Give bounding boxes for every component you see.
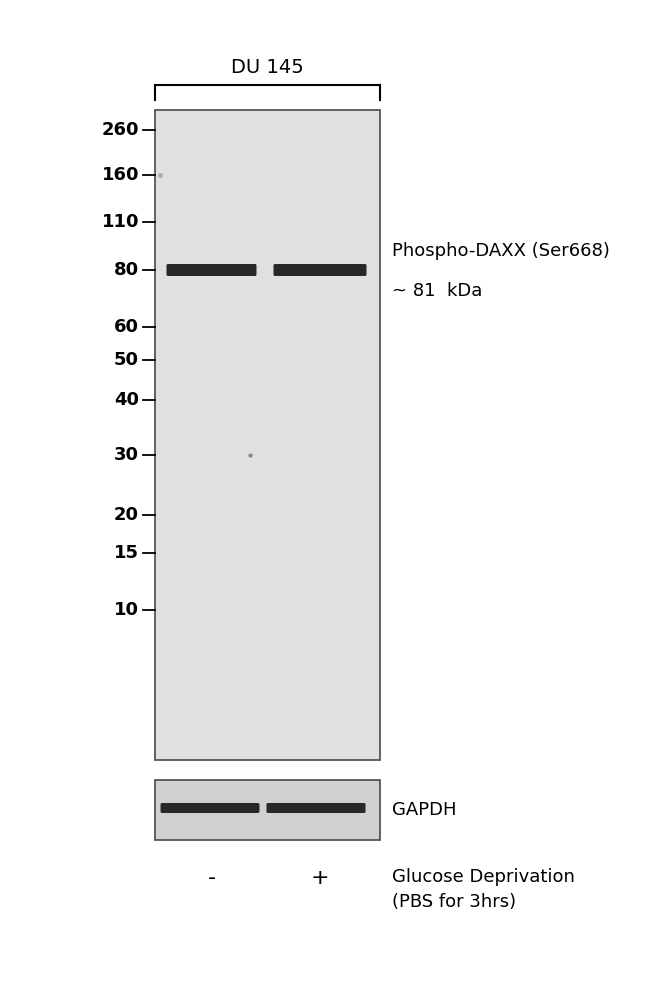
- Text: 40: 40: [114, 391, 139, 409]
- Text: Glucose Deprivation
(PBS for 3hrs): Glucose Deprivation (PBS for 3hrs): [392, 868, 575, 911]
- FancyBboxPatch shape: [166, 264, 257, 276]
- Text: GAPDH: GAPDH: [392, 801, 456, 819]
- Text: 30: 30: [114, 446, 139, 464]
- Text: 50: 50: [114, 351, 139, 369]
- FancyBboxPatch shape: [161, 803, 259, 813]
- Text: 20: 20: [114, 506, 139, 524]
- Text: -: -: [207, 868, 216, 888]
- Text: 10: 10: [114, 601, 139, 619]
- Text: 15: 15: [114, 544, 139, 562]
- Text: 160: 160: [101, 166, 139, 184]
- FancyBboxPatch shape: [155, 110, 380, 760]
- Text: 80: 80: [114, 261, 139, 279]
- Text: DU 145: DU 145: [231, 58, 304, 77]
- FancyBboxPatch shape: [155, 780, 380, 840]
- Text: +: +: [311, 868, 330, 888]
- Text: 260: 260: [101, 121, 139, 139]
- FancyBboxPatch shape: [274, 264, 367, 276]
- Text: ~ 81  kDa: ~ 81 kDa: [392, 282, 482, 300]
- Text: Phospho-DAXX (Ser668): Phospho-DAXX (Ser668): [392, 242, 610, 260]
- FancyBboxPatch shape: [266, 803, 365, 813]
- Text: 60: 60: [114, 318, 139, 336]
- Text: 110: 110: [101, 213, 139, 231]
